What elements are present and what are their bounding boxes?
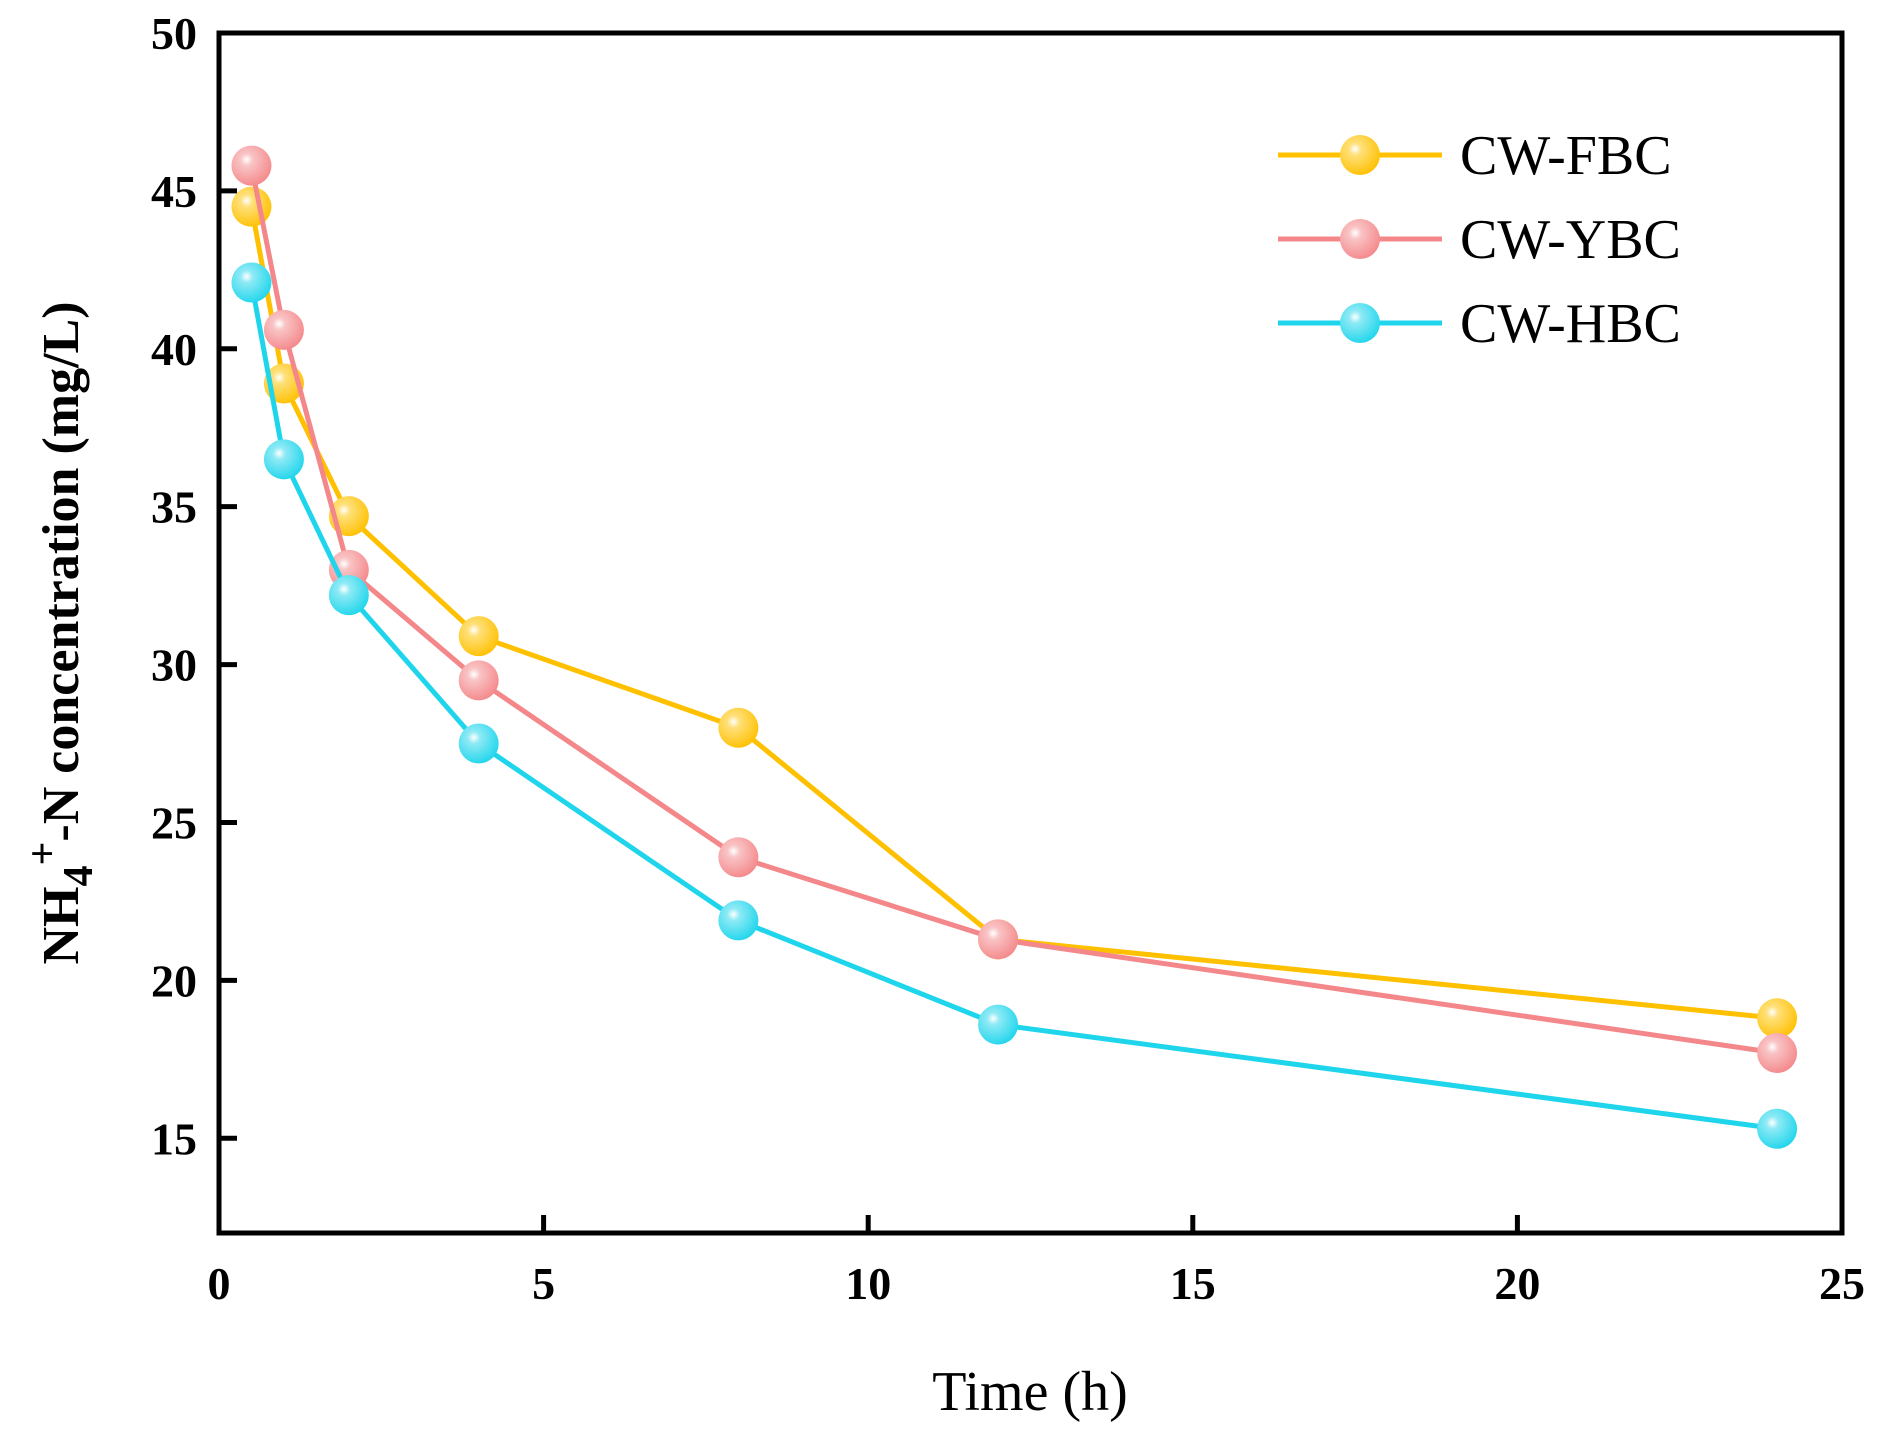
legend-item-cw-fbc: CW-FBC <box>1278 125 1672 187</box>
legend-marker <box>1340 219 1380 259</box>
data-point-cw-hbc <box>1757 1108 1798 1149</box>
y-axis-title: NH4+-N concentration (mg/L) <box>20 301 102 964</box>
data-point-cw-ybc <box>1757 1033 1798 1073</box>
data-point-cw-ybc <box>978 919 1019 960</box>
series-cw-hbc <box>231 262 1798 1149</box>
y-axis-title-rest: -N concentration (mg/L) <box>33 301 90 841</box>
data-point-cw-fbc <box>458 616 499 657</box>
data-point-cw-ybc <box>458 660 499 701</box>
y-axis: 15 20 25 30 35 40 45 50 <box>151 8 237 1164</box>
legend-marker <box>1340 135 1380 175</box>
legend-item-cw-ybc: CW-YBC <box>1278 209 1681 271</box>
data-point-cw-fbc <box>231 186 272 227</box>
y-tick-label: 50 <box>151 8 197 59</box>
y-tick-label: 45 <box>151 166 197 217</box>
y-axis-title-main: NH <box>33 887 90 965</box>
y-tick-label: 15 <box>151 1113 197 1164</box>
y-tick-label: 35 <box>151 482 197 533</box>
data-point-cw-hbc <box>718 900 759 941</box>
y-tick-label: 25 <box>151 797 197 848</box>
legend: CW-FBC CW-YBC CW-HBC <box>1278 125 1681 355</box>
data-point-cw-ybc <box>263 309 304 350</box>
legend-marker <box>1340 303 1380 343</box>
series-cw-ybc <box>231 145 1798 1073</box>
legend-label: CW-FBC <box>1460 125 1672 187</box>
y-tick-label: 30 <box>151 640 197 691</box>
data-point-cw-ybc <box>718 837 759 878</box>
x-tick-label: 10 <box>845 1258 891 1309</box>
data-point-cw-hbc <box>231 262 272 303</box>
series-layer <box>231 145 1798 1149</box>
legend-label: CW-YBC <box>1460 209 1681 271</box>
x-tick-label: 0 <box>208 1258 231 1309</box>
data-point-cw-hbc <box>328 575 369 616</box>
data-point-cw-hbc <box>978 1004 1019 1045</box>
legend-label: CW-HBC <box>1460 293 1681 355</box>
x-tick-label: 20 <box>1494 1258 1540 1309</box>
legend-item-cw-hbc: CW-HBC <box>1278 293 1681 355</box>
data-point-cw-hbc <box>263 439 304 480</box>
data-point-cw-fbc <box>718 707 759 748</box>
x-tick-label: 25 <box>1819 1258 1865 1309</box>
x-tick-label: 15 <box>1170 1258 1216 1309</box>
data-point-cw-fbc <box>1757 998 1798 1039</box>
x-axis-title: Time (h) <box>932 1361 1128 1423</box>
x-axis: 0 5 10 15 20 25 <box>208 1215 1865 1309</box>
x-tick-label: 5 <box>532 1258 555 1309</box>
series-line-cw-hbc <box>249 282 1778 1132</box>
data-point-cw-ybc <box>231 145 272 186</box>
y-tick-label: 20 <box>151 955 197 1006</box>
y-axis-title-subscript: 4 <box>56 866 102 887</box>
data-point-cw-hbc <box>458 723 499 764</box>
plot-frame <box>216 30 1845 1236</box>
y-tick-label: 40 <box>151 324 197 375</box>
y-axis-title-superscript: + <box>20 842 66 866</box>
